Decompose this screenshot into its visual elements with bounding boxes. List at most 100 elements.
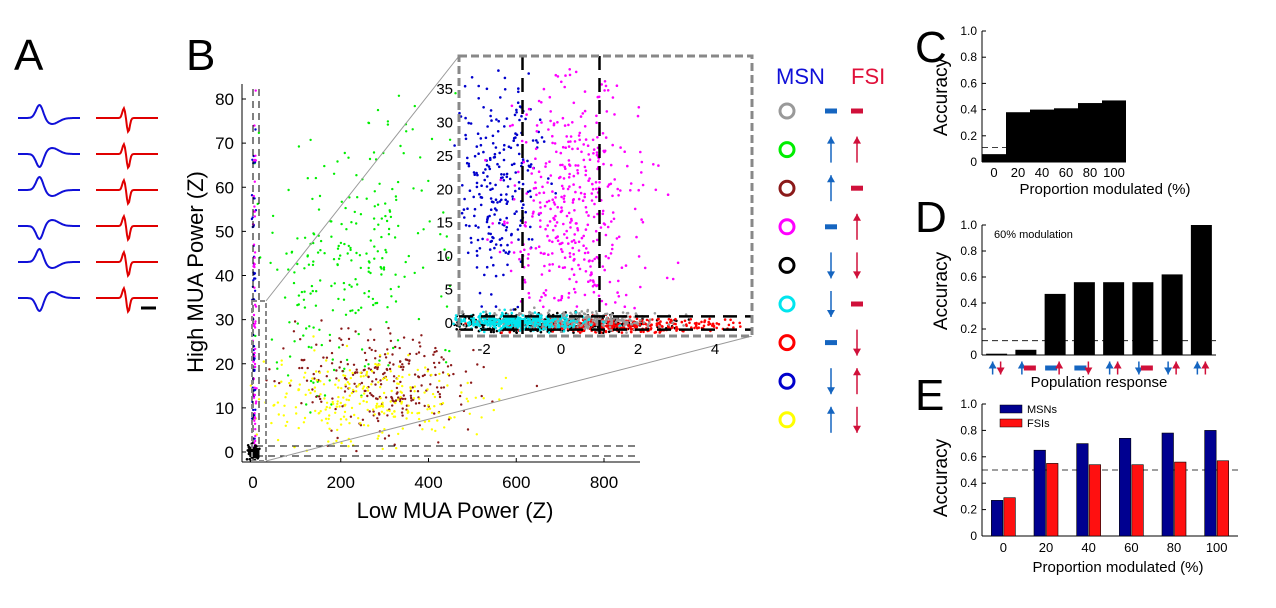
inset-scatter-point — [557, 320, 560, 323]
inset-scatter-point — [572, 331, 575, 334]
inset-scatter-point — [502, 249, 506, 252]
scatter-point — [405, 417, 408, 420]
inset-background — [459, 56, 752, 336]
scatter-point — [386, 120, 390, 123]
scatter-point — [421, 266, 425, 269]
inset-scatter-point — [502, 158, 506, 162]
inset-scatter-point — [569, 311, 572, 315]
inset-scatter-point — [476, 132, 480, 135]
scatter-point — [406, 358, 409, 362]
scatter-point — [349, 246, 352, 250]
scatter-point — [386, 352, 390, 355]
inset-scatter-point — [503, 76, 507, 80]
scatter-point — [428, 407, 432, 410]
scatter-point — [385, 219, 389, 223]
inset-scatter-point — [510, 311, 514, 315]
scatter-point — [436, 419, 439, 422]
scatter-point — [353, 210, 356, 214]
inset-scatter-point — [629, 189, 632, 192]
inset-scatter-point — [467, 121, 471, 125]
scatter-point — [460, 391, 463, 394]
scatter-point — [434, 346, 437, 350]
category-fsi-arrow-dash — [1140, 365, 1153, 371]
panel-e-bar-chart: Accuracy Proportion modulated (%) 00.20.… — [931, 397, 1238, 576]
inset-scatter-point — [551, 240, 554, 244]
inset-scatter-point — [605, 324, 609, 327]
bar — [1102, 100, 1126, 162]
bar-fsis — [1216, 460, 1229, 537]
scatter-point — [323, 252, 326, 255]
scatter-point — [336, 400, 339, 403]
inset-scatter-point — [539, 251, 543, 255]
inset-scatter-point — [538, 299, 542, 302]
scatter-point — [384, 396, 388, 399]
inset-scatter-point — [533, 323, 536, 326]
inset-scatter-point — [498, 151, 502, 155]
scatter-point — [345, 418, 348, 421]
scatter-point — [380, 410, 384, 413]
scatter-point — [359, 213, 363, 216]
scatter-point — [390, 295, 393, 298]
inset-scatter-point — [565, 317, 569, 321]
scatter-point — [355, 222, 358, 225]
inset-scatter-point — [506, 221, 509, 225]
scatter-point — [423, 391, 426, 394]
inset-scatter-point — [484, 310, 488, 314]
inset-scatter-point — [700, 320, 703, 324]
inset-scatter-point — [482, 171, 485, 174]
inset-scatter-point — [562, 177, 566, 180]
inset-scatter-point — [542, 191, 546, 194]
scatter-point — [257, 131, 261, 135]
inset-scatter-point — [514, 308, 517, 311]
scatter-point — [304, 393, 307, 396]
scatter-point — [303, 290, 306, 293]
inset-scatter-point — [572, 273, 576, 277]
inset-scatter-point — [485, 163, 489, 167]
scatter-point — [302, 334, 305, 337]
inset-scatter-point — [556, 235, 559, 238]
scatter-point — [409, 387, 412, 390]
scatter-point — [299, 338, 302, 341]
inset-scatter-point — [464, 133, 467, 137]
scatter-point — [387, 326, 390, 330]
inset-scatter-point — [527, 253, 530, 256]
scatter-point — [328, 406, 331, 409]
inset-scatter-point — [482, 150, 485, 154]
inset-scatter-point — [515, 319, 519, 322]
scatter-point — [252, 408, 255, 412]
inset-scatter-point — [482, 106, 485, 109]
inset-scatter-point — [571, 121, 574, 124]
inset-scatter-point — [577, 322, 580, 326]
x-tick-label: 100 — [1103, 165, 1125, 180]
inset-scatter-point — [544, 162, 548, 165]
inset-scatter-point — [506, 263, 509, 267]
scatter-point — [388, 367, 392, 371]
inset-scatter-point — [573, 233, 576, 236]
inset-scatter-point — [567, 159, 571, 162]
scatter-point — [421, 428, 424, 431]
scatter-point — [311, 377, 314, 380]
inset-scatter-point — [610, 322, 613, 326]
inset-scatter-point — [484, 136, 488, 140]
inset-scatter-point — [512, 139, 515, 142]
inset-scatter-point — [518, 329, 522, 332]
scatter-point — [371, 297, 375, 301]
inset-scatter-point — [561, 325, 564, 328]
scatter-point — [354, 311, 357, 315]
scatter-point — [253, 441, 256, 445]
inset-scatter-point — [527, 72, 530, 75]
scatter-point — [254, 388, 257, 391]
inset-scatter-point — [488, 182, 492, 185]
scatter-point — [339, 418, 343, 421]
inset-scatter-point — [567, 123, 570, 127]
panel-label-d: D — [915, 193, 947, 242]
scatter-point — [375, 402, 379, 405]
inset-scatter-point — [561, 250, 564, 253]
inset-scatter-point — [504, 198, 508, 202]
inset-scatter-point — [583, 125, 587, 128]
inset-scatter-point — [505, 216, 509, 220]
inset-scatter-point — [583, 109, 587, 113]
scatter-point — [367, 270, 370, 273]
inset-scatter-point — [513, 162, 516, 166]
scatter-point — [376, 203, 380, 206]
